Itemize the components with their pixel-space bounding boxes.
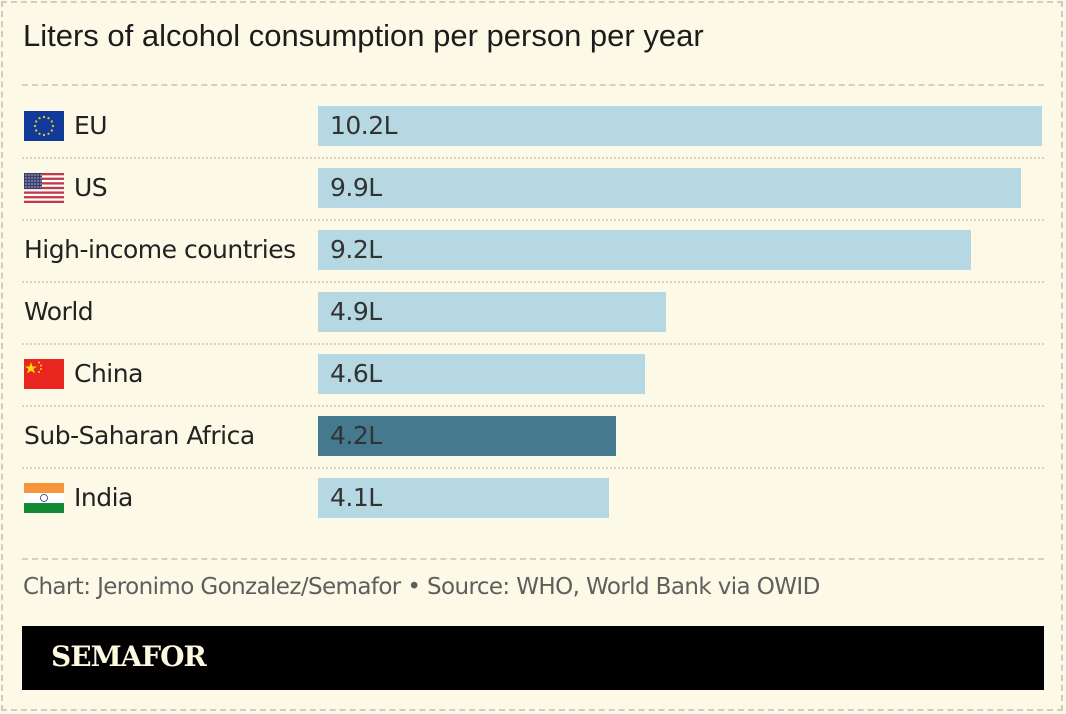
- category-label-china: China: [24, 354, 143, 394]
- semafor-logo: SEMAFOR: [51, 640, 207, 673]
- row-separator: [22, 157, 1044, 159]
- bar-us: [318, 168, 1021, 208]
- source-note: Chart: Jeronimo Gonzalez/Semafor • Sourc…: [23, 574, 820, 600]
- category-text: High-income countries: [24, 235, 296, 264]
- category-label-sub-saharan-africa: Sub-Saharan Africa: [24, 416, 255, 456]
- bar-world: [318, 292, 666, 332]
- bar-high-income-countries: [318, 230, 972, 270]
- category-text: Sub-Saharan Africa: [24, 421, 255, 450]
- data-label-us: 9.9L: [330, 173, 382, 202]
- data-label-high-income-countries: 9.2L: [330, 235, 382, 264]
- data-label-eu: 10.2L: [330, 111, 398, 140]
- row-separator: [22, 219, 1044, 221]
- data-label-india: 4.1L: [330, 483, 382, 512]
- bar-india: [318, 478, 610, 518]
- bar-sub-saharan-africa: [318, 416, 617, 456]
- row-separator: [22, 343, 1044, 345]
- category-text: India: [74, 483, 133, 512]
- category-label-world: World: [24, 292, 94, 332]
- category-label-high-income-countries: High-income countries: [24, 230, 296, 270]
- category-label-us: US: [24, 168, 108, 208]
- category-label-eu: EU: [24, 106, 108, 146]
- row-separator: [22, 281, 1044, 283]
- data-label-sub-saharan-africa: 4.2L: [330, 421, 382, 450]
- category-text: China: [74, 359, 143, 388]
- top-divider: [22, 84, 1044, 86]
- data-label-china: 4.6L: [330, 359, 382, 388]
- category-label-india: India: [24, 478, 133, 518]
- category-text: EU: [74, 111, 108, 140]
- row-separator: [22, 405, 1044, 407]
- bar-eu: [318, 106, 1042, 146]
- china-flag-icon: [24, 359, 64, 389]
- row-separator: [22, 467, 1044, 469]
- us-flag-icon: [24, 173, 64, 203]
- bar-china: [318, 354, 645, 394]
- bottom-divider: [22, 558, 1044, 560]
- category-text: World: [24, 297, 94, 326]
- category-text: US: [74, 173, 108, 202]
- data-label-world: 4.9L: [330, 297, 382, 326]
- eu-flag-icon: [24, 111, 64, 141]
- india-flag-icon: [24, 483, 64, 513]
- brand-bar: SEMAFOR: [22, 626, 1044, 690]
- chart-title: Liters of alcohol consumption per person…: [23, 18, 704, 53]
